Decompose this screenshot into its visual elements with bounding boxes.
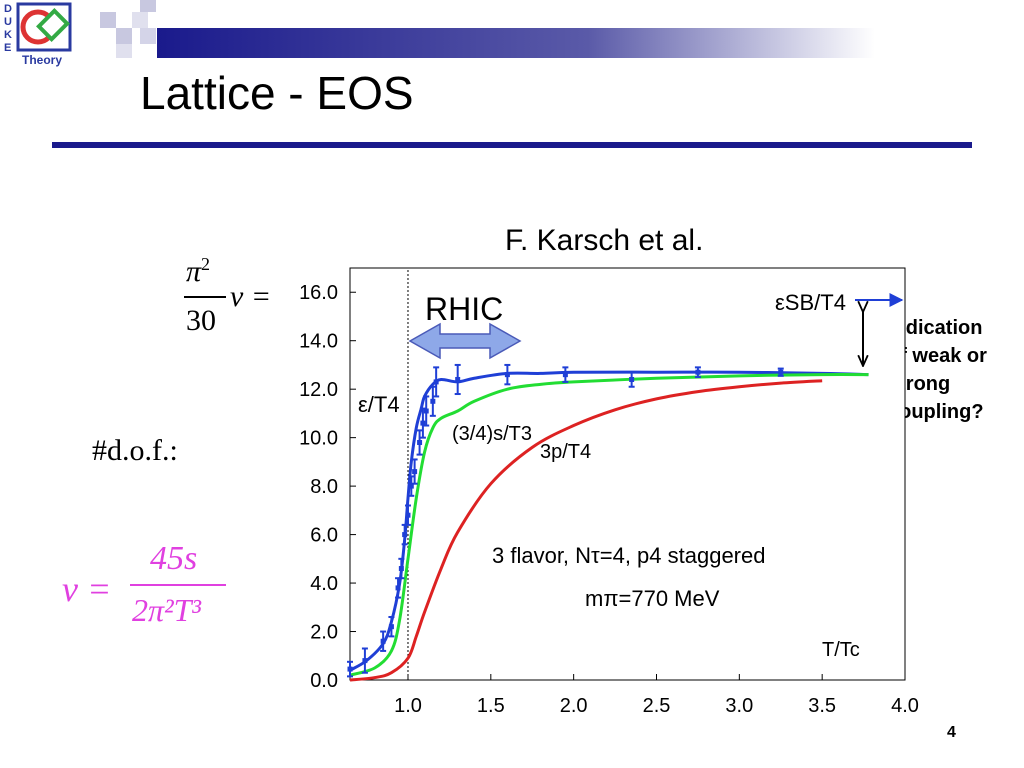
formula-nu-equals-magenta: ν = xyxy=(62,569,112,609)
series-group xyxy=(349,370,869,682)
side-note-line: Indication xyxy=(888,317,983,339)
data-point xyxy=(388,624,394,630)
side-note-line: of weak or xyxy=(888,345,987,367)
data-point xyxy=(430,398,436,404)
fraction-bar-magenta xyxy=(130,584,226,586)
side-note: Indication of weak or strong coupling? xyxy=(888,314,1018,426)
formula-denominator-magenta: 2π²T³ xyxy=(132,592,202,628)
rhic-label: RHIC xyxy=(425,291,503,327)
data-point xyxy=(412,469,418,475)
title-underline xyxy=(52,142,972,148)
formula-nu-equals: ν = xyxy=(230,280,272,313)
x-tick-label: 2.5 xyxy=(643,695,671,717)
info-line-2: mπ=770 MeV xyxy=(585,586,720,611)
deco-square xyxy=(116,28,132,44)
data-points-group xyxy=(347,363,784,678)
header-decoration xyxy=(100,0,875,58)
logo-letter-d: D xyxy=(4,3,12,15)
y-tick-label: 8.0 xyxy=(310,476,338,498)
data-point xyxy=(395,585,401,591)
data-point xyxy=(433,379,439,385)
slide-title: Lattice - EOS xyxy=(140,67,414,119)
data-point xyxy=(402,532,408,538)
y-tick-label: 12.0 xyxy=(299,379,338,401)
data-point xyxy=(408,483,414,489)
deco-square xyxy=(132,12,148,28)
sb-limit-label: εSB/T4 xyxy=(775,290,846,315)
y-tick-label: 0.0 xyxy=(310,670,338,692)
data-point xyxy=(778,369,784,375)
pressure-label: 3p/T4 xyxy=(540,441,591,463)
data-point xyxy=(347,666,353,672)
data-point xyxy=(423,408,429,414)
fraction-bar-30 xyxy=(184,296,226,298)
entropy-label: (3/4)s/T3 xyxy=(452,423,532,445)
data-point xyxy=(562,372,568,378)
x-tick-label: 1.5 xyxy=(477,695,505,717)
data-point xyxy=(362,658,368,664)
series-line-0 xyxy=(349,370,869,672)
data-point xyxy=(629,376,635,382)
deco-square xyxy=(100,12,116,28)
data-point xyxy=(455,376,461,382)
y-tick-label: 10.0 xyxy=(299,428,338,450)
deco-square xyxy=(140,0,156,12)
y-axis: 0.0 2.0 4.0 6.0 8.0 10.0 12.0 14.0 16.0 xyxy=(299,282,356,692)
series-line-1 xyxy=(349,373,869,677)
x-tick-label: 2.0 xyxy=(560,695,588,717)
formula-denominator-30: 30 xyxy=(186,304,216,337)
x-tick-label: 3.5 xyxy=(808,695,836,717)
y-tick-label: 6.0 xyxy=(310,525,338,547)
header-band xyxy=(157,28,875,58)
x-tick-label: 3.0 xyxy=(725,695,753,717)
logo-diamond xyxy=(36,8,70,42)
logo-letter-k: K xyxy=(4,29,12,41)
logo-letter-e: E xyxy=(4,42,11,54)
pi-exponent: 2 xyxy=(201,254,211,274)
x-axis-label: T/Tc xyxy=(822,639,860,661)
data-point xyxy=(504,372,510,378)
deco-square xyxy=(140,28,156,44)
deco-square xyxy=(116,44,132,58)
logo-frame xyxy=(16,2,72,52)
page-number: 4 xyxy=(947,724,956,741)
rhic-double-arrow xyxy=(408,322,522,360)
data-point xyxy=(695,369,701,375)
y-tick-label: 16.0 xyxy=(299,282,338,304)
logo-caption: Theory xyxy=(22,53,62,67)
info-line-1: 3 flavor, Nτ=4, p4 staggered xyxy=(492,543,765,568)
formula-dof: #d.o.f.: xyxy=(92,434,178,467)
data-point xyxy=(398,566,404,572)
pi-symbol: π xyxy=(186,255,202,288)
x-axis: 1.0 1.5 2.0 2.5 3.0 3.5 4.0 xyxy=(394,674,919,717)
y-tick-label: 14.0 xyxy=(299,331,338,353)
side-note-line: coupling? xyxy=(888,401,984,423)
x-tick-label: 4.0 xyxy=(891,695,919,717)
data-point xyxy=(420,420,426,426)
eps-label: ε/T4 xyxy=(358,392,400,417)
y-tick-label: 4.0 xyxy=(310,573,338,595)
data-point xyxy=(380,638,386,644)
data-point xyxy=(417,439,423,445)
formula-numerator-45s: 45s xyxy=(150,540,198,577)
series-line-2 xyxy=(349,379,823,682)
x-tick-label: 1.0 xyxy=(394,695,422,717)
y-tick-label: 2.0 xyxy=(310,622,338,644)
credit-text: F. Karsch et al. xyxy=(505,224,704,257)
data-point xyxy=(405,512,411,518)
logo-letter-u: U xyxy=(4,16,12,28)
formula-pi-squared: π2 xyxy=(186,254,210,289)
duke-theory-logo: D U K E Theory xyxy=(4,2,72,67)
